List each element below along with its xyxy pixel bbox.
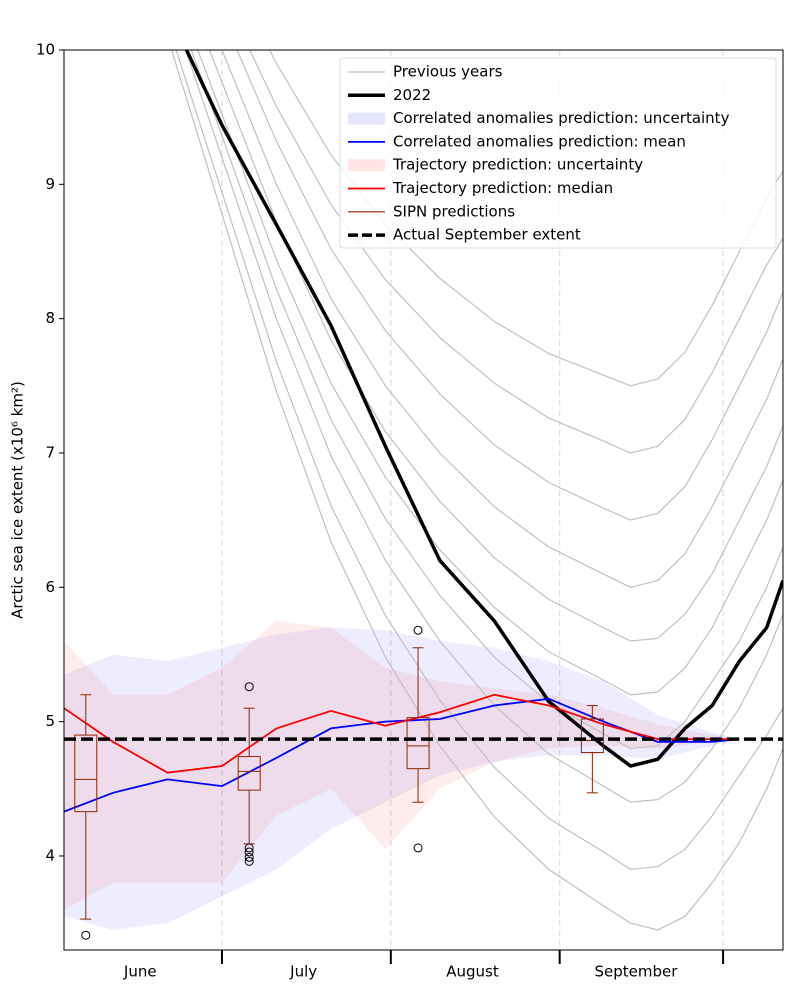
legend-label: Trajectory prediction: median — [392, 179, 613, 197]
legend-label: Trajectory prediction: uncertainty — [392, 156, 643, 174]
uncertainty-band — [64, 620, 740, 910]
y-tick-label: 5 — [45, 712, 55, 730]
plot-area — [64, 50, 783, 950]
previous-year-line — [236, 50, 783, 521]
y-axis-label: Arctic sea ice extent (x10⁶ km²) — [9, 381, 27, 619]
y-tick-label: 4 — [45, 846, 55, 864]
legend-swatch — [348, 112, 385, 125]
previous-year-line — [221, 50, 783, 588]
previous-year-line — [208, 50, 783, 642]
prediction-line — [64, 693, 740, 774]
legend-swatch — [348, 159, 385, 172]
previous-year-line — [197, 50, 783, 696]
uncertainty-band — [64, 627, 740, 930]
previous-year-line — [170, 50, 783, 931]
plot-frame — [63, 49, 784, 951]
legend-label: Correlated anomalies prediction: mean — [393, 132, 686, 150]
y-tick-label: 6 — [45, 578, 55, 596]
box — [406, 717, 430, 770]
legend-label: Correlated anomalies prediction: uncerta… — [393, 109, 730, 127]
outlier — [244, 847, 254, 857]
legend-label: SIPN predictions — [393, 202, 515, 220]
previous-year-line — [268, 50, 783, 387]
box — [580, 718, 604, 754]
x-tick-label: August — [446, 963, 499, 981]
outlier — [81, 930, 91, 940]
legend-box — [339, 57, 777, 249]
y-tick-label: 8 — [45, 309, 55, 327]
legend-label: Previous years — [393, 63, 503, 81]
legend: Previous years 2022 Correlated anomalies p… — [339, 57, 777, 249]
outlier — [413, 625, 423, 635]
y-tick-label: 7 — [45, 443, 55, 461]
y-tick-label: 9 — [45, 175, 55, 193]
previous-year-line — [249, 50, 783, 454]
legend-label: Actual September extent — [393, 226, 581, 244]
outlier — [244, 682, 254, 692]
outlier — [244, 856, 254, 866]
x-tick-label: July — [289, 963, 317, 981]
previous-year-line — [175, 50, 783, 870]
box — [237, 756, 261, 791]
outlier — [413, 843, 423, 853]
previous-year-line — [190, 50, 783, 750]
previous-year-line — [185, 50, 783, 803]
y-tick-label: 10 — [36, 41, 55, 59]
current-year-line — [184, 50, 783, 768]
outlier — [244, 843, 254, 853]
legend-label: 2022 — [393, 86, 431, 104]
box — [74, 734, 98, 813]
x-tick-label: June — [123, 963, 157, 981]
x-tick-label: September — [594, 963, 678, 981]
outlier — [244, 852, 254, 862]
